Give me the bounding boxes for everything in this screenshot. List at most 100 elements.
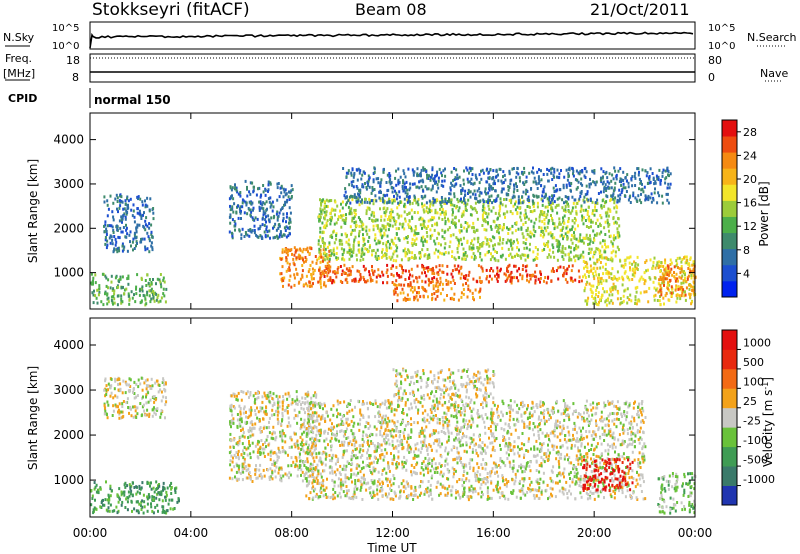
data-cell [609,287,612,291]
data-cell [508,254,510,258]
data-cell [159,273,162,276]
data-cell [274,475,277,479]
data-cell [142,293,145,297]
data-cell [116,247,119,251]
data-cell [564,232,567,236]
data-cell [562,183,565,187]
data-cell [265,396,268,400]
data-cell [519,198,521,202]
data-cell [590,225,592,229]
data-cell [583,266,585,270]
data-cell [469,195,472,199]
data-cell [282,187,285,191]
data-cell [392,218,395,221]
data-cell [344,190,347,194]
data-cell [137,197,139,201]
data-cell [490,239,493,243]
data-cell [543,222,546,226]
data-cell [368,176,371,180]
data-cell [311,260,314,264]
data-cell [395,169,397,173]
data-cell [407,248,410,252]
data-cell [299,435,302,439]
data-cell [176,500,179,504]
data-cell [243,466,246,470]
data-cell [670,291,673,295]
data-cell [543,242,545,246]
data-cell [584,193,587,197]
data-cell [480,177,483,181]
data-cell [330,199,333,202]
data-cell [116,511,119,515]
data-cell [279,434,282,438]
data-cell [472,182,475,186]
data-cell [274,461,276,465]
data-cell [555,189,558,193]
data-cell [658,194,661,198]
data-cell [433,228,436,232]
data-cell [530,187,532,191]
data-cell [304,460,307,463]
data-cell [264,188,267,192]
data-cell [262,201,265,205]
data-cell [519,254,522,258]
data-cell [596,218,599,222]
data-cell [446,264,449,268]
data-cell [116,378,119,382]
data-cell [558,196,561,200]
data-cell [441,210,444,214]
data-cell [321,231,324,235]
data-cell [351,183,354,187]
data-cell [257,227,260,231]
data-cell [557,277,560,281]
data-cell [112,215,115,219]
data-cell [610,194,613,198]
data-cell [139,197,142,201]
colorbar-swatch [722,216,737,234]
data-cell [564,200,567,204]
data-cell [121,391,124,395]
data-cell [157,486,160,490]
data-cell [562,237,564,241]
data-cell [94,281,97,285]
data-cell [431,271,434,275]
data-cell [164,300,167,304]
data-cell [479,289,482,293]
data-cell [230,406,233,410]
data-cell [511,231,514,235]
data-cell [133,405,136,409]
data-cell [160,492,163,496]
data-cell [382,242,385,246]
data-cell [318,268,320,272]
data-cell [148,278,151,281]
data-cell [459,230,461,234]
data-cell [312,456,315,460]
nave-tick-top: 80 [708,54,722,67]
data-cell [578,197,581,201]
data-cell [680,276,683,280]
data-cell [396,246,399,250]
data-cell [123,292,126,296]
data-cell [529,273,531,277]
data-cell [137,385,140,389]
data-cell [324,247,327,251]
data-cell [157,293,160,297]
data-cell [382,273,385,277]
data-cell [586,197,588,201]
data-cell [390,246,393,250]
data-cell [464,201,467,205]
data-cell [511,247,514,251]
data-cell [350,232,353,236]
data-cell [296,272,299,276]
data-cell [475,177,478,181]
data-cell [609,209,612,213]
data-cell [350,171,353,175]
data-cell [254,216,257,220]
data-cell [616,227,619,231]
data-cell [276,186,279,190]
data-cell [485,242,488,246]
data-cell [234,187,236,191]
data-cell [344,222,347,225]
colorbar-swatch [722,168,737,185]
